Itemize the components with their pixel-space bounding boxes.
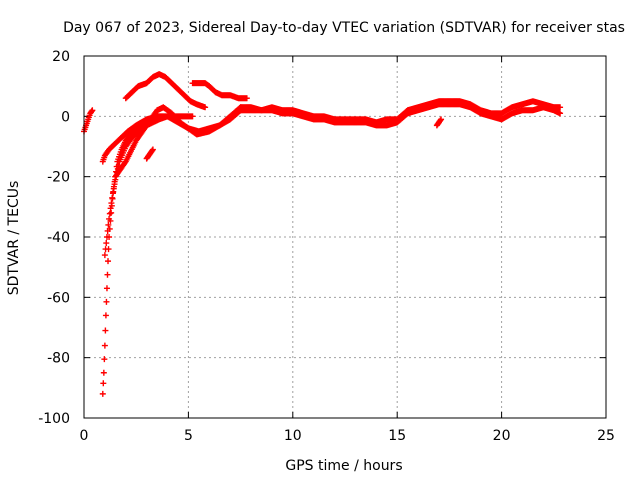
data-point — [108, 200, 115, 207]
data-point — [103, 234, 110, 240]
data-point — [104, 271, 111, 278]
data-point — [106, 215, 113, 222]
data-point — [243, 95, 250, 102]
data-point — [109, 194, 116, 201]
x-tick-label: 15 — [388, 428, 406, 444]
axis-ticks: 0 5 10 15 20 25 -100 -80 -60 -40 -20 0 20 — [38, 49, 615, 444]
y-tick-label: 0 — [61, 109, 70, 125]
y-tick-label: -80 — [47, 351, 70, 367]
y-tick-label: -100 — [38, 411, 70, 427]
data-point — [100, 380, 107, 387]
data-point — [101, 356, 108, 363]
data-point — [110, 185, 117, 192]
x-tick-label: 0 — [80, 428, 89, 444]
data-point — [107, 205, 114, 212]
data-points — [81, 71, 564, 397]
chart-title: Day 067 of 2023, Sidereal Day-to-day VTE… — [63, 20, 625, 36]
data-point — [100, 369, 107, 376]
data-point — [103, 298, 110, 305]
data-point — [557, 110, 564, 117]
y-tick-label: -20 — [47, 170, 70, 186]
data-point — [106, 210, 113, 217]
data-point — [438, 116, 445, 123]
data-point — [111, 181, 118, 188]
data-point — [109, 190, 116, 197]
data-point — [89, 107, 96, 114]
x-tick-label: 25 — [597, 428, 615, 444]
data-point — [103, 240, 110, 247]
x-tick-label: 5 — [184, 428, 193, 444]
data-point — [99, 390, 106, 397]
x-tick-label: 10 — [284, 428, 302, 444]
x-tick-label: 20 — [493, 428, 511, 444]
data-point — [105, 258, 112, 265]
data-point — [189, 113, 196, 120]
data-point — [105, 221, 112, 228]
data-point — [101, 252, 108, 259]
data-point — [102, 312, 109, 319]
data-point — [104, 227, 111, 234]
data-point — [103, 285, 110, 292]
plot-frame — [83, 55, 607, 419]
gridlines — [84, 56, 606, 418]
data-point — [202, 104, 209, 111]
data-point — [557, 104, 564, 111]
data-point — [149, 146, 156, 153]
y-tick-label: -40 — [47, 230, 70, 246]
y-tick-label: 20 — [52, 49, 70, 65]
data-point — [101, 342, 108, 349]
data-point — [102, 246, 109, 253]
y-tick-label: -60 — [47, 290, 70, 306]
data-point — [102, 327, 109, 334]
x-axis-label: GPS time / hours — [285, 458, 402, 474]
y-axis-label: SDTVAR / TECUs — [6, 181, 22, 296]
data-point — [121, 159, 128, 166]
